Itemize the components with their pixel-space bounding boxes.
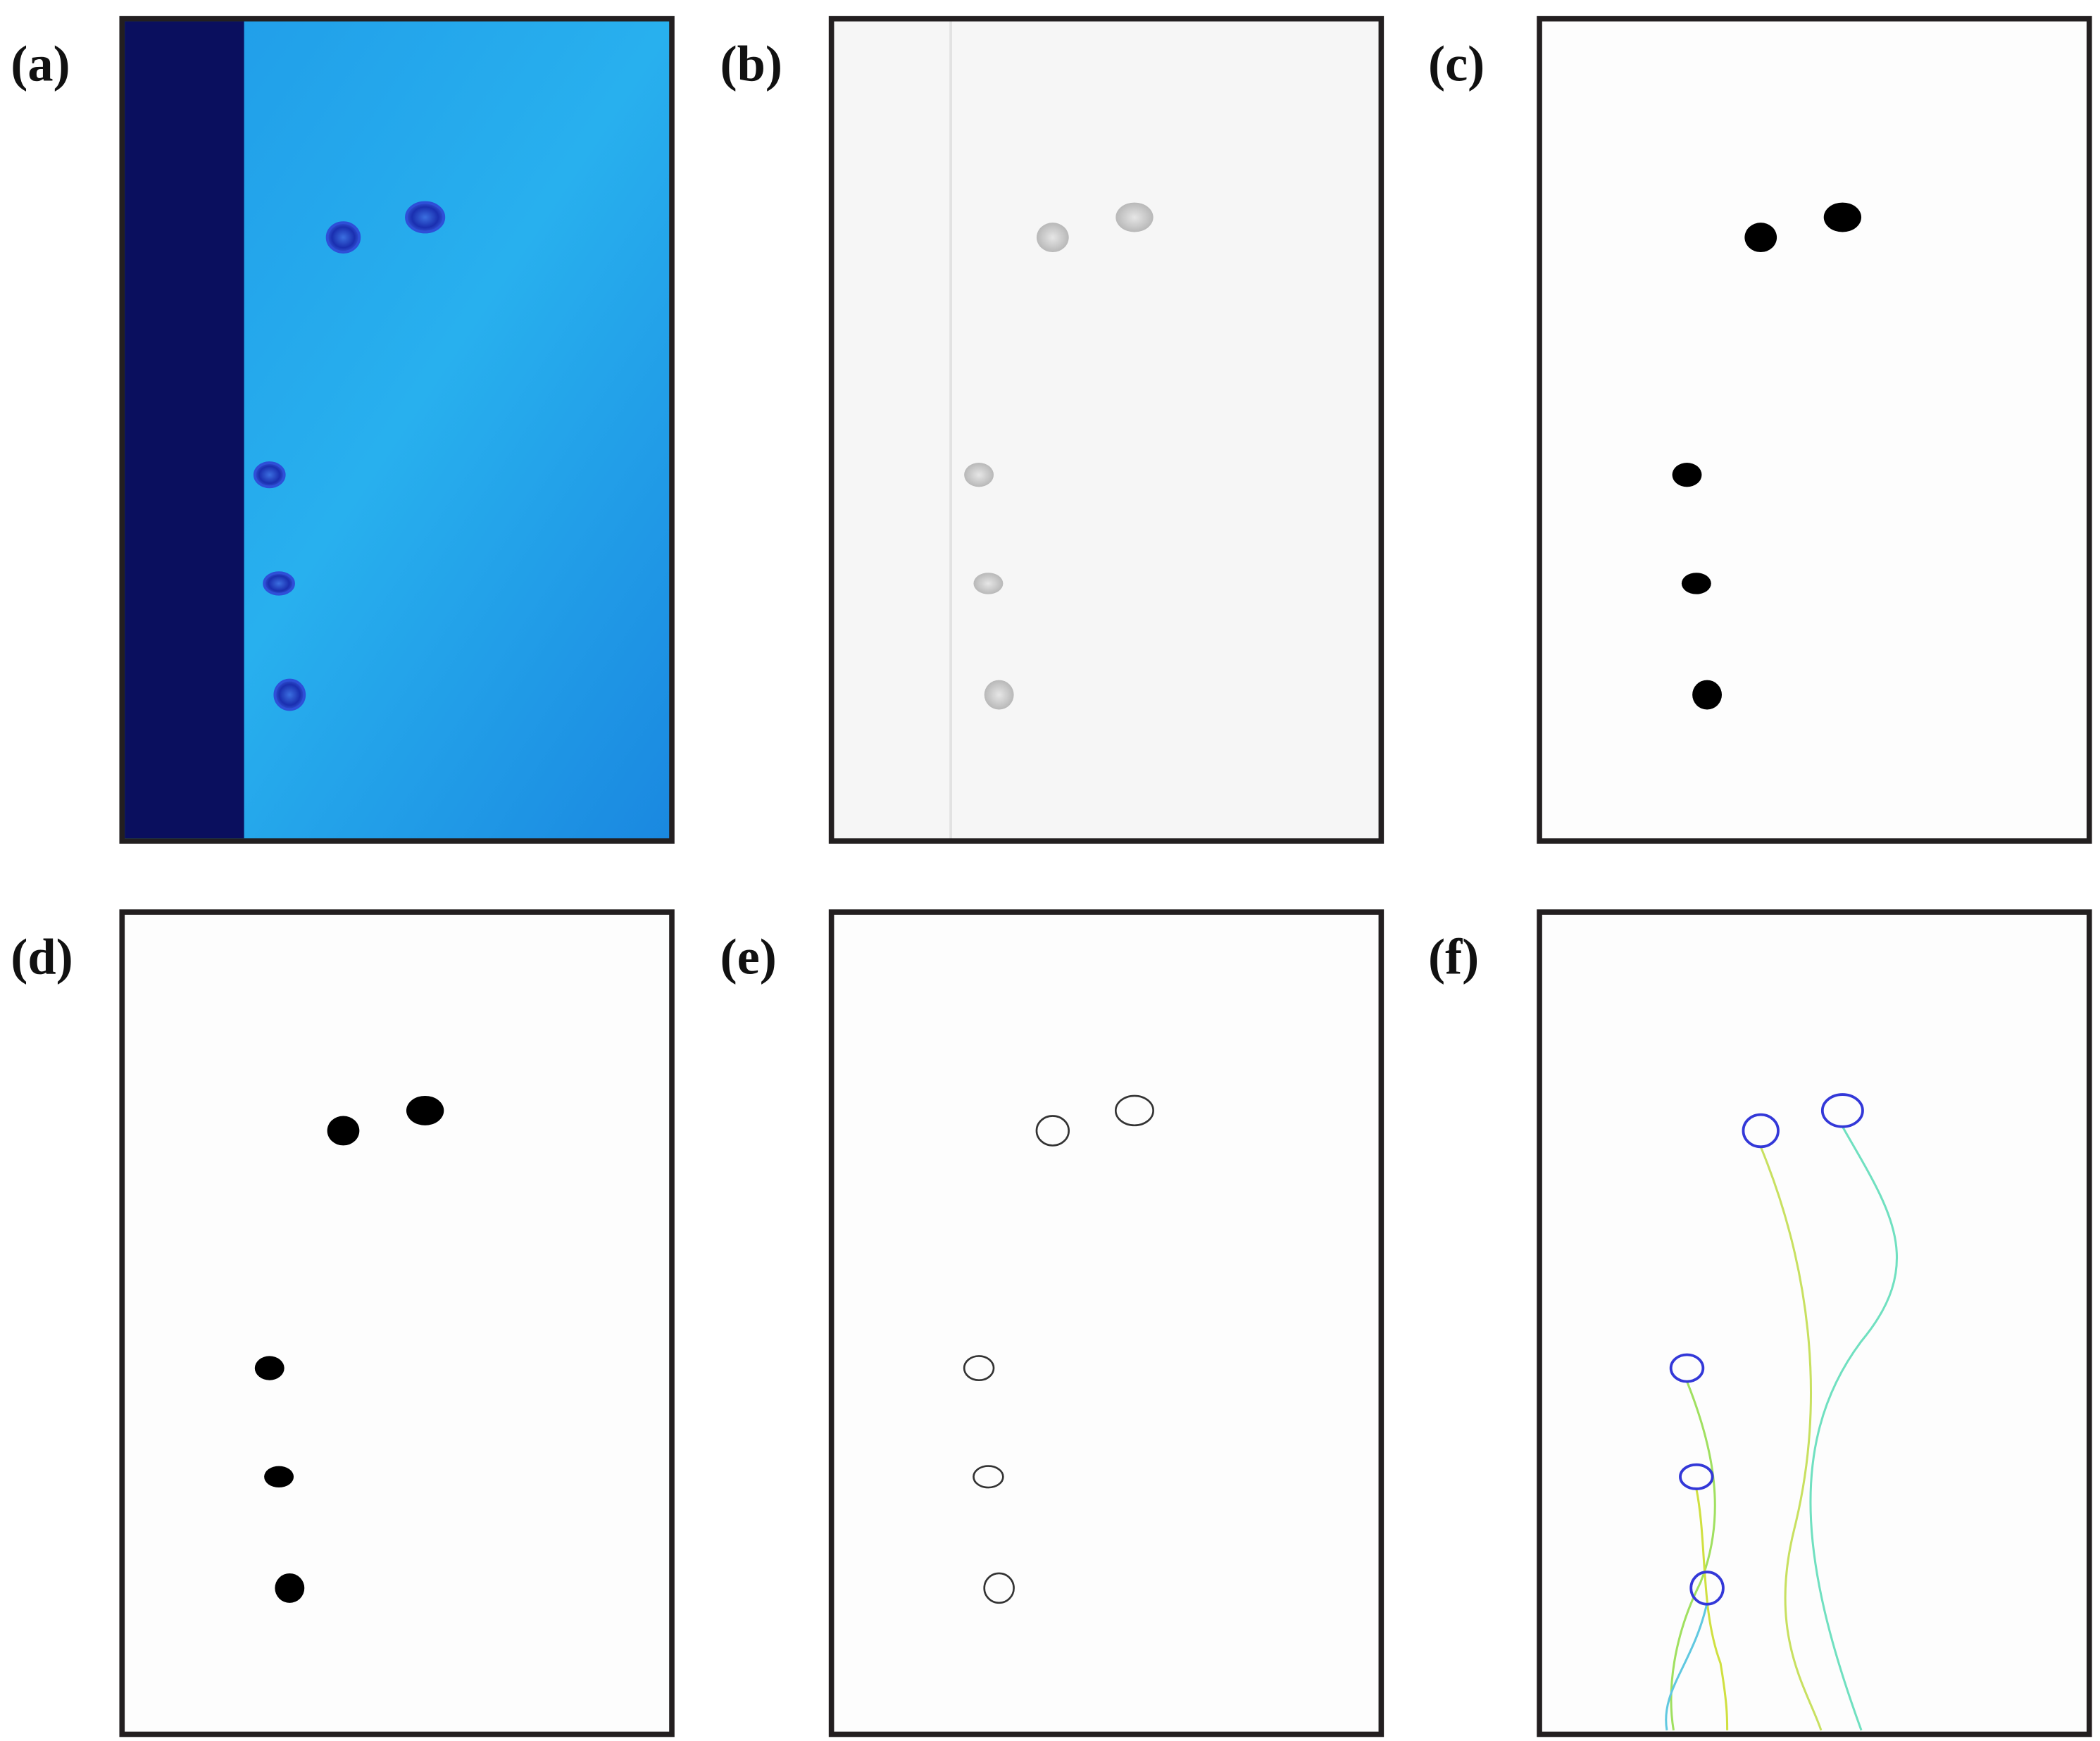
particle [984, 680, 1014, 710]
panel-border [1537, 909, 2092, 1737]
particle [1692, 680, 1723, 710]
particle-outline [983, 1572, 1015, 1604]
particle-outline [1742, 1113, 1780, 1149]
particle [964, 463, 994, 487]
particle [1681, 573, 1711, 594]
particle-outline [973, 1465, 1004, 1489]
panel-label: (c) [1428, 35, 1485, 92]
particle [406, 1095, 444, 1125]
particle [264, 1466, 294, 1488]
particle [1115, 202, 1154, 232]
panel-background [831, 912, 1382, 1735]
particle [1823, 202, 1862, 232]
trajectory [1809, 1126, 1898, 1731]
particle [327, 1116, 360, 1146]
particle [273, 678, 306, 711]
panel-background [122, 912, 673, 1735]
panel-border [828, 15, 1385, 844]
panel-label: (b) [720, 35, 782, 92]
trajectory [1665, 1602, 1708, 1731]
panel-label: (f) [1428, 929, 1479, 985]
particle-outline [1689, 1571, 1725, 1606]
particle [253, 461, 286, 489]
particle [1744, 223, 1777, 253]
particle-outline [1035, 1115, 1070, 1147]
particle [263, 571, 295, 596]
panel-background [1539, 18, 2089, 842]
panel-border [1537, 15, 2092, 844]
particle [1036, 223, 1069, 253]
panel-background [1539, 912, 2089, 1735]
particle-outline [1669, 1353, 1705, 1383]
panel-border [828, 909, 1385, 1737]
trajectory [1670, 1381, 1716, 1731]
dark-strip [125, 21, 244, 839]
panel-label: (a) [11, 35, 70, 92]
particle-outline [1679, 1463, 1714, 1490]
particle-outline [1820, 1093, 1864, 1128]
particle [275, 1573, 305, 1603]
particle [254, 1356, 285, 1380]
particle [325, 221, 361, 254]
particle-outline [1114, 1094, 1154, 1127]
trajectory [1695, 1488, 1729, 1730]
particle-outline [963, 1355, 995, 1382]
panel-label: (e) [720, 929, 777, 985]
trajectory [1759, 1146, 1823, 1731]
particle [1672, 463, 1702, 487]
panel-border [119, 909, 675, 1737]
panel-background [831, 18, 1382, 842]
particle [405, 201, 446, 234]
particle [973, 573, 1004, 594]
panel-label: (d) [11, 929, 73, 985]
panel-border [119, 15, 675, 844]
